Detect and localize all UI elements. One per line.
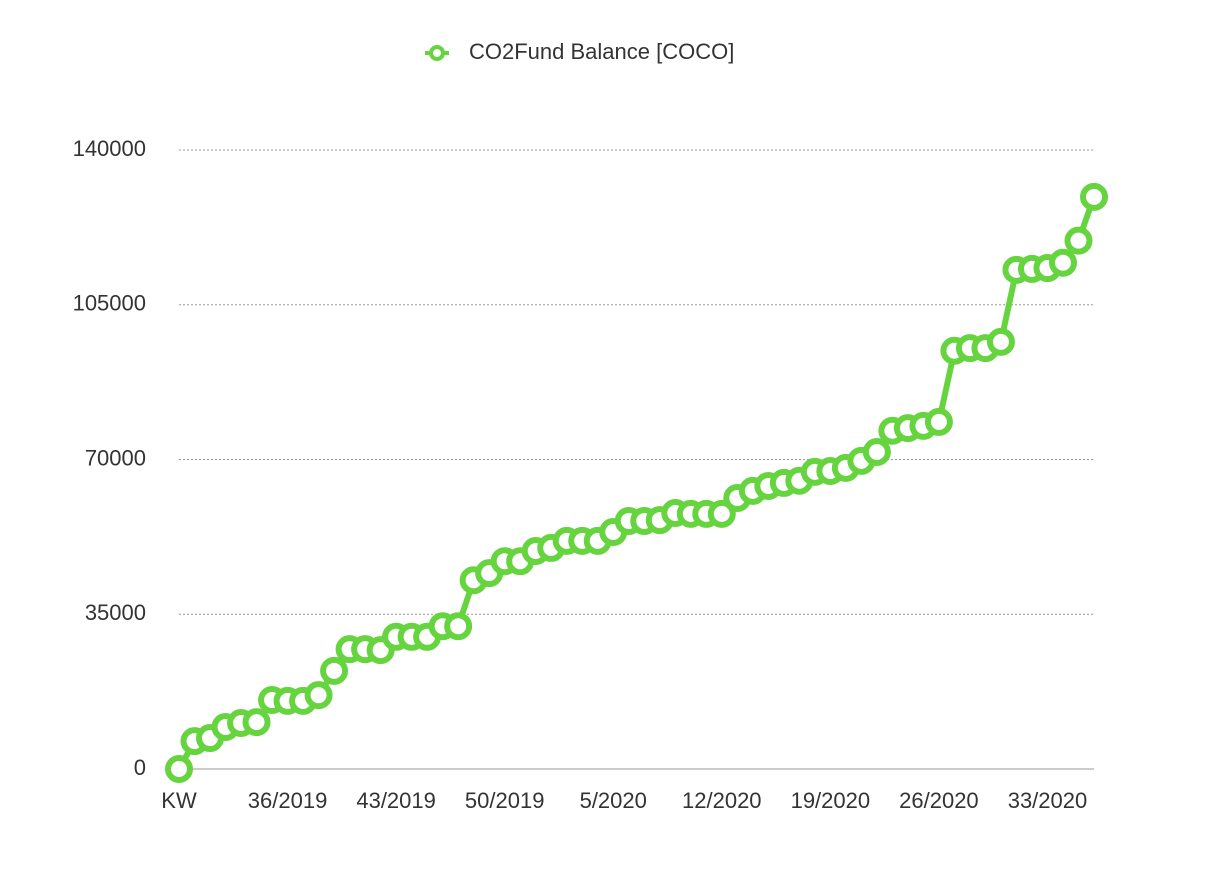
y-tick-label: 0 [134,755,146,780]
y-tick-label: 140000 [73,136,146,161]
x-tick-label: 36/2019 [248,788,328,813]
x-tick-label: KW [161,788,197,813]
data-point [242,708,271,737]
y-tick-label: 105000 [73,291,146,316]
x-tick-label: 43/2019 [356,788,436,813]
data-point [1064,226,1093,255]
data-point [165,755,193,783]
data-point [1048,248,1077,277]
y-tick-label: 70000 [85,445,146,470]
legend-marker [429,45,445,61]
x-tick-label: 12/2020 [682,788,762,813]
x-tick-label: 33/2020 [1008,788,1088,813]
x-tick-label: 5/2020 [580,788,647,813]
data-point [444,612,473,641]
data-point [924,407,953,436]
x-tick-label: 26/2020 [899,788,979,813]
data-point [986,327,1015,356]
data-point [862,437,891,466]
x-tick-label: 19/2020 [791,788,871,813]
data-point [304,681,333,710]
legend-label: CO2Fund Balance [COCO] [469,39,734,64]
y-tick-label: 35000 [85,600,146,625]
data-point [707,499,736,528]
data-point [1080,182,1108,211]
x-tick-label: 50/2019 [465,788,545,813]
data-point [320,656,349,685]
